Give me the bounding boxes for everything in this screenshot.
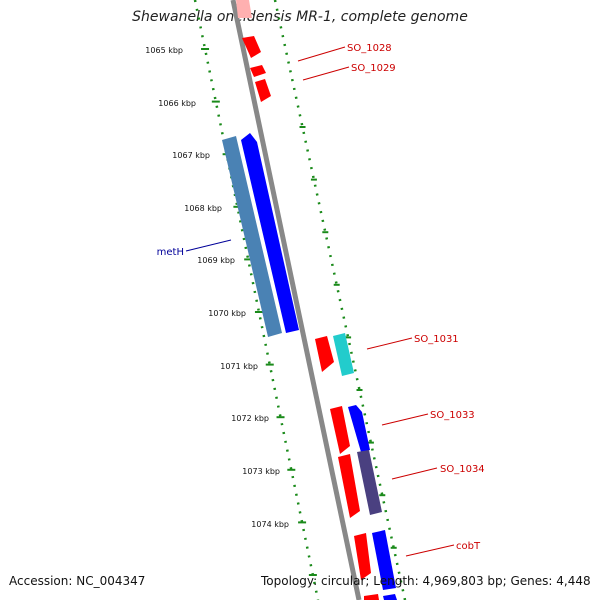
ruler-label: 1069 kbp (197, 256, 235, 265)
gene-feature-forward[interactable] (236, 0, 252, 18)
label-leader-line (381, 413, 429, 426)
genome-backbone (230, 0, 362, 600)
ruler-label: 1073 kbp (242, 467, 280, 476)
map-title: Shewanella oneidensis MR-1, complete gen… (132, 9, 468, 25)
gene-feature-forward[interactable] (255, 79, 271, 102)
gene-feature-forward[interactable] (338, 454, 360, 518)
gene-label-meth[interactable]: metH (157, 247, 184, 258)
ruler-label: 1065 kbp (145, 46, 183, 55)
gene-feature-purple[interactable] (357, 450, 382, 515)
ruler-label: 1070 kbp (208, 309, 246, 318)
major-ticks (201, 48, 397, 576)
gene-feature-forward[interactable] (354, 533, 371, 580)
ruler-label: 1072 kbp (231, 414, 269, 423)
ruler-label: 1074 kbp (251, 520, 289, 529)
gene-feature-forward[interactable] (315, 336, 334, 372)
gene-feature-forward[interactable] (242, 36, 261, 58)
gene-label-so1028[interactable]: SO_1028 (347, 43, 392, 54)
ruler-label: 1071 kbp (220, 362, 258, 371)
gene-label-so1034[interactable]: SO_1034 (440, 464, 485, 475)
gene-label-so1033[interactable]: SO_1033 (430, 410, 475, 421)
ruler-label: 1068 kbp (184, 204, 222, 213)
gene-feature-cyan[interactable] (333, 333, 354, 376)
gene-label-so1031[interactable]: SO_1031 (414, 334, 459, 345)
inner-ruler-line (193, 0, 320, 600)
label-leader-line (297, 46, 346, 62)
gene-feature-reverse[interactable] (383, 594, 397, 600)
gene-label-so1029[interactable]: SO_1029 (351, 63, 396, 74)
outer-ruler-line (273, 0, 407, 600)
gene-feature-forward[interactable] (250, 65, 266, 77)
gene-feature-reverse[interactable] (348, 405, 370, 452)
label-leader-line (391, 467, 438, 480)
gene-feature-reverse[interactable] (241, 133, 299, 333)
label-leader-line (405, 544, 455, 557)
label-leader-line (302, 66, 350, 81)
topology-text: Topology: circular; Length: 4,969,803 bp… (261, 574, 591, 588)
gene-feature-forward[interactable] (364, 594, 379, 600)
gene-feature-forward[interactable] (330, 406, 350, 454)
gene-feature-metH[interactable] (222, 136, 282, 337)
accession-text: Accession: NC_004347 (9, 574, 146, 588)
label-leader-line (366, 337, 413, 350)
ruler-label: 1067 kbp (172, 151, 210, 160)
gene-feature-reverse[interactable] (372, 530, 396, 590)
label-leader-line (185, 239, 232, 252)
gene-label-cobt[interactable]: cobT (456, 541, 481, 552)
ruler-label: 1066 kbp (158, 99, 196, 108)
